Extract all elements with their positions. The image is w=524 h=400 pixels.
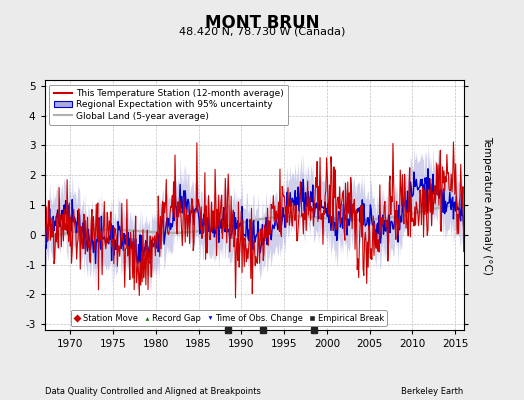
- Y-axis label: Temperature Anomaly (°C): Temperature Anomaly (°C): [482, 136, 492, 274]
- Legend: Station Move, Record Gap, Time of Obs. Change, Empirical Break: Station Move, Record Gap, Time of Obs. C…: [71, 310, 387, 326]
- Text: Berkeley Earth: Berkeley Earth: [401, 387, 464, 396]
- Text: MONT BRUN: MONT BRUN: [205, 14, 319, 32]
- Text: Data Quality Controlled and Aligned at Breakpoints: Data Quality Controlled and Aligned at B…: [45, 387, 260, 396]
- Text: 48.420 N, 78.730 W (Canada): 48.420 N, 78.730 W (Canada): [179, 26, 345, 36]
